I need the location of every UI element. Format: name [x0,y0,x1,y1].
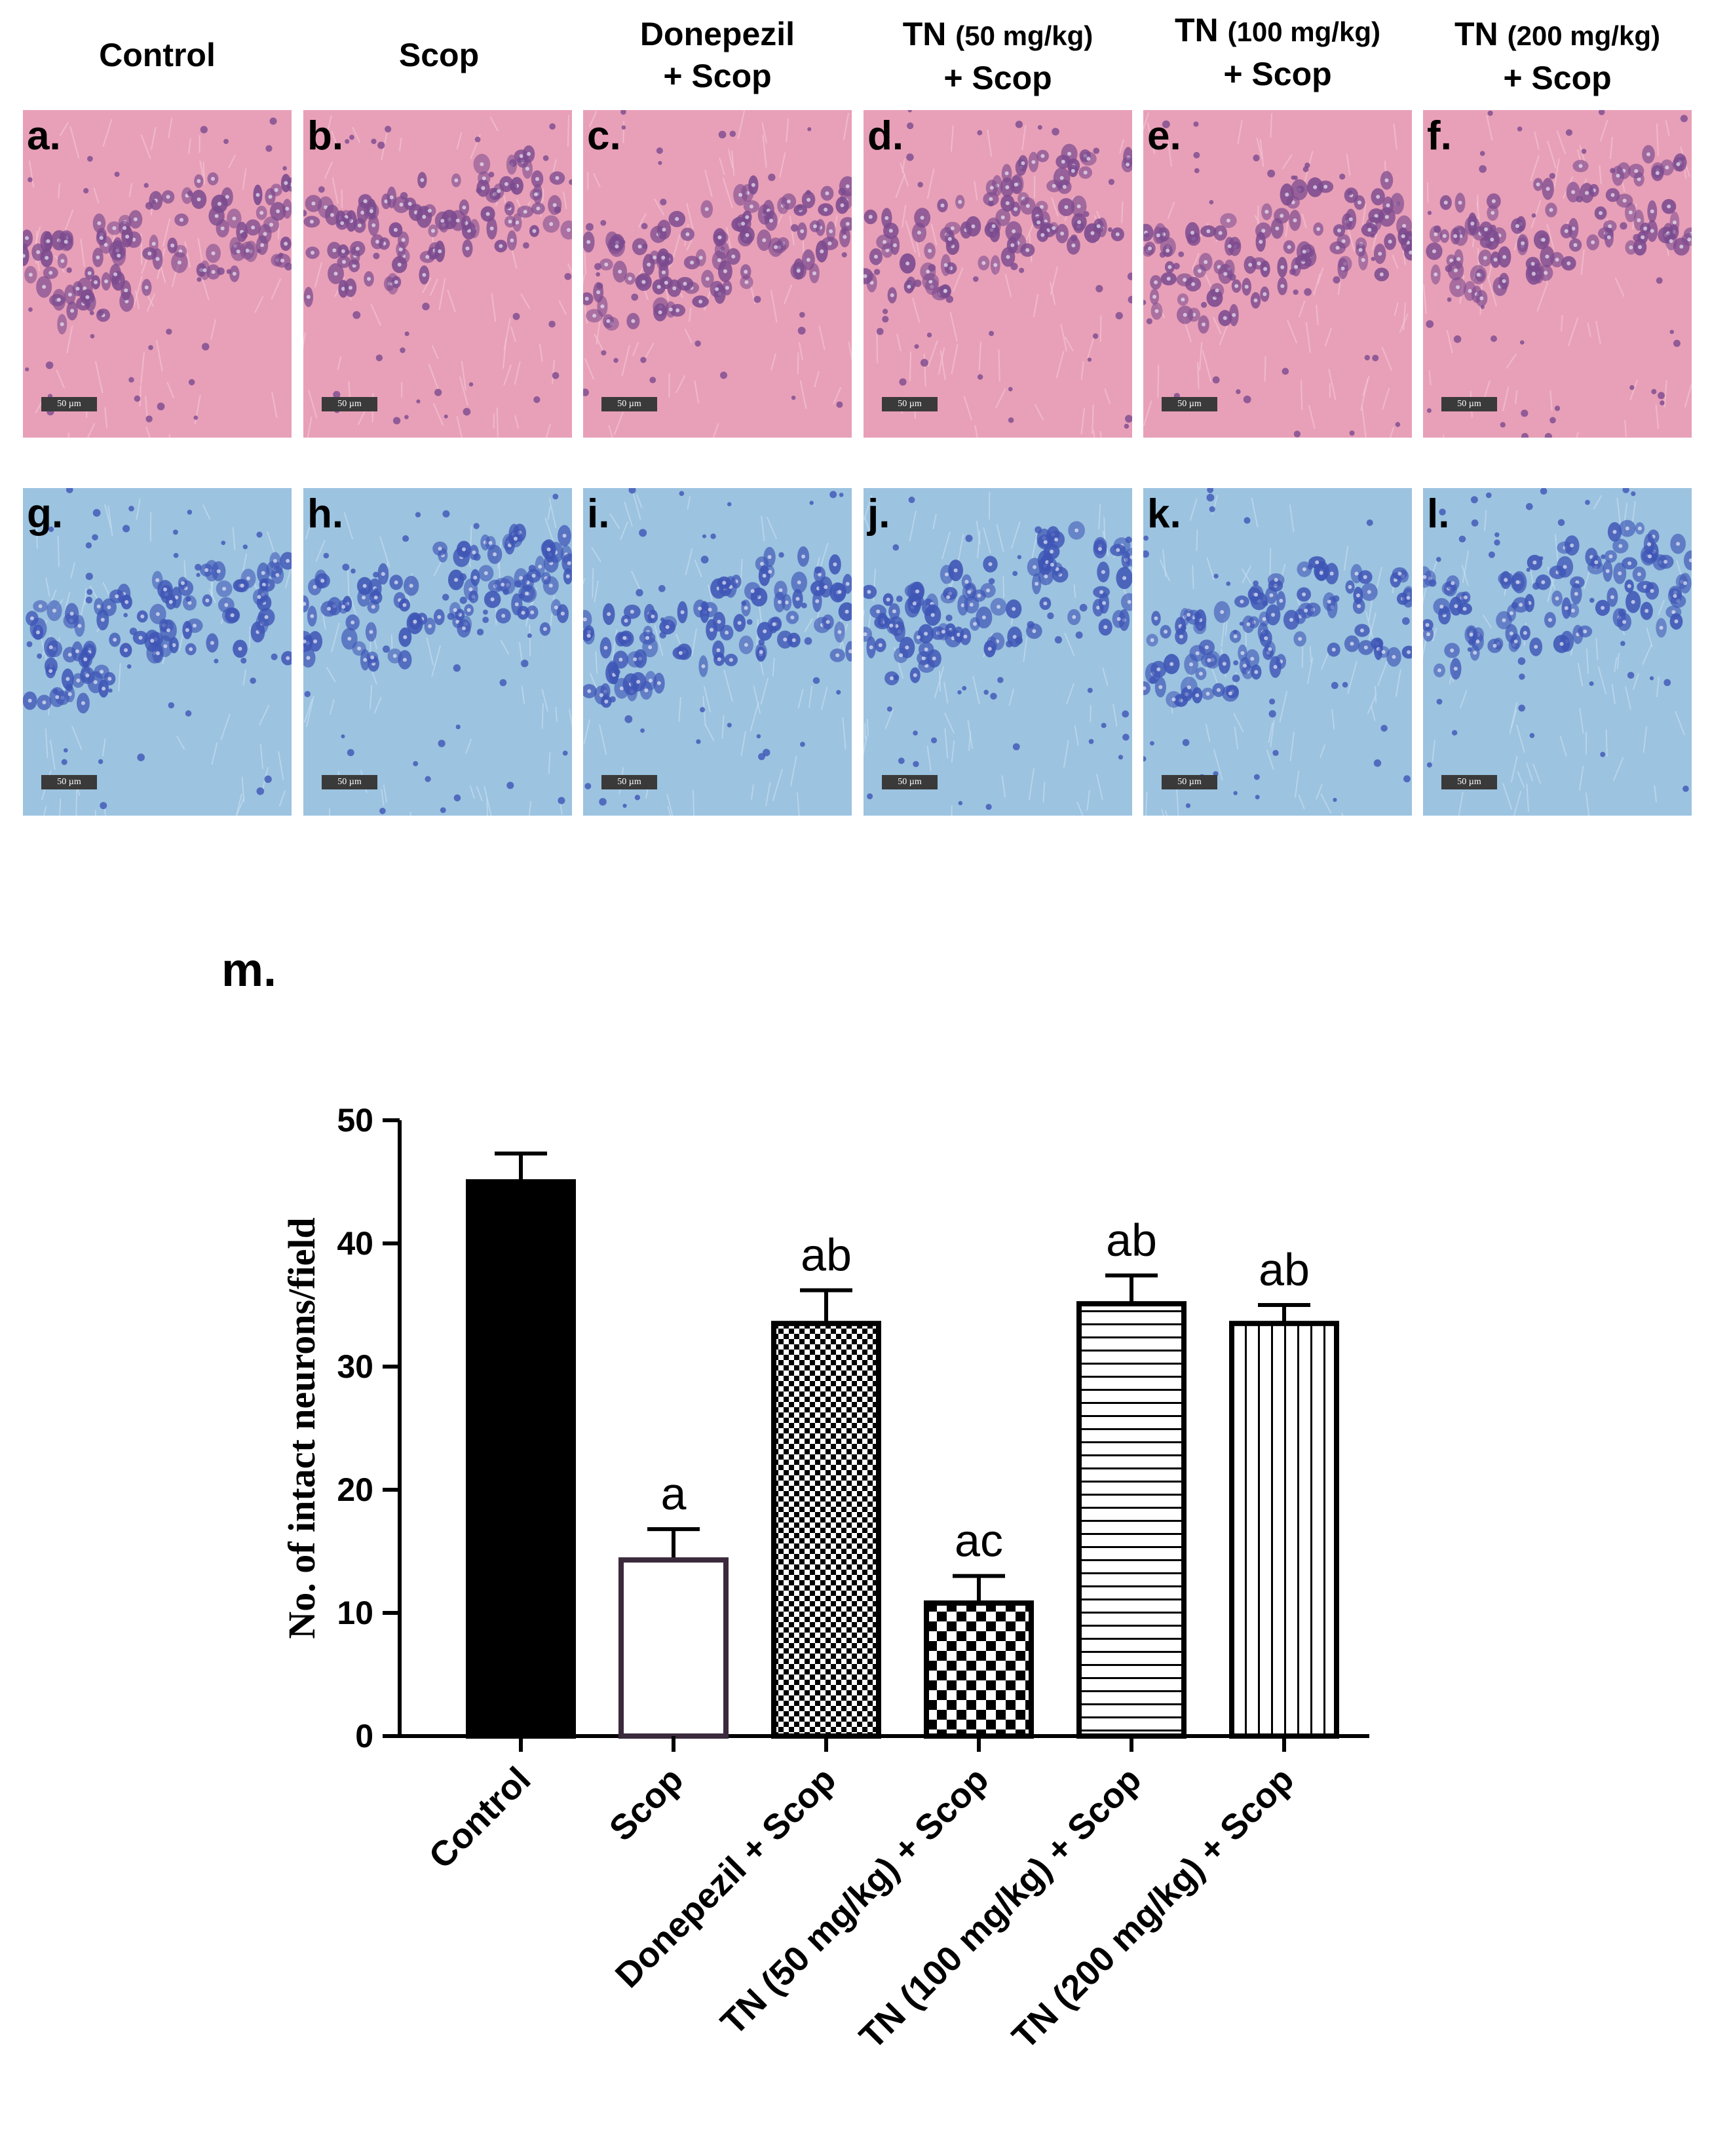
micrograph-panel-h: h. 50 µm [303,488,572,816]
bar-chart: 0 10 20 30 40 50 No. of intact neurons/field Co… [280,1102,1369,2056]
x-category-label: Control [421,1760,538,1876]
panel-letter: k. [1147,491,1181,537]
micrograph-image [23,488,292,816]
panel-letter: c. [587,113,621,159]
micrograph-panel-f: f. 50 µm [1423,110,1692,438]
y-tick-label: 10 [337,1595,373,1631]
y-tick-label: 40 [337,1225,373,1262]
scale-bar: 50 µm [41,775,97,789]
column-title-donepezil: Donepezil + Scop [639,16,795,94]
micrograph-image [1423,488,1692,816]
significance-label: ab [1106,1215,1157,1266]
scale-bar: 50 µm [322,775,377,789]
panel-letter: h. [307,491,344,537]
micrograph-panel-k: k. 50 µm [1143,488,1412,816]
title-tn-text: TN [1454,16,1498,52]
scale-bar: 50 µm [1162,397,1217,411]
micrograph-panel-d: d. 50 µm [864,110,1132,438]
micrograph-image [864,488,1132,816]
micrograph-image [303,488,572,816]
significance-label: ab [801,1229,852,1280]
scale-bar: 50 µm [601,775,657,789]
column-title-tn100: TN (100 mg/kg) + Scop [1175,12,1380,92]
x-category-label: Scop [602,1760,691,1849]
micrograph-image [303,110,572,438]
panel-letter: b. [307,113,344,159]
title-dose-text: (50 mg/kg) [955,20,1093,51]
y-tick-label: 0 [355,1718,373,1754]
scale-bar: 50 µm [1441,397,1497,411]
micrograph-image [583,110,852,438]
y-tick-label: 30 [337,1348,373,1385]
panel-letter: a. [27,113,61,159]
title-dose-text: (100 mg/kg) [1227,16,1380,47]
chart-panel-label: m. [221,944,277,996]
panel-letter: e. [1147,113,1181,159]
micrograph-image [864,110,1132,438]
column-title-tn50: TN (50 mg/kg) + Scop [902,16,1093,96]
bar-4 [1076,1301,1187,1739]
significance-label: ab [1259,1244,1310,1295]
title-tn-text: TN [1175,12,1219,48]
micrograph-image [23,110,292,438]
scale-bar: 50 µm [601,397,657,411]
scale-bar: 50 µm [882,397,938,411]
micrograph-panel-g: g. 50 µm [23,488,292,816]
scale-bar: 50 µm [1162,775,1217,789]
micrograph-image [1423,110,1692,438]
bar-3 [924,1600,1034,1739]
column-title-tn200: TN (200 mg/kg) + Scop [1454,16,1660,96]
panel-letter: i. [587,491,610,537]
column-title-control: Control [99,37,216,73]
panel-letter: f. [1427,113,1452,159]
x-category-label: TN (100 mg/kg) + Scop [852,1760,1149,2056]
y-axis-title: No. of intact neurons/field [280,1217,323,1638]
panel-letter: l. [1427,491,1450,537]
x-category-label: TN (200 mg/kg) + Scop [1004,1760,1301,2056]
scale-bar: 50 µm [322,397,377,411]
bar-2 [771,1321,881,1739]
scale-bar: 50 µm [1441,775,1497,789]
x-category-label: TN (50 mg/kg) + Scop [713,1760,997,2043]
micrograph-image [583,488,852,816]
column-title-scop: Scop [398,37,480,73]
micrograph-panel-a: a. 50 µm [23,110,292,438]
y-tick-label: 50 [337,1102,373,1139]
bar-5 [1229,1321,1339,1739]
micrograph-panel-b: b. 50 µm [303,110,572,438]
title-dose-text: (200 mg/kg) [1507,20,1660,51]
panel-letter: d. [867,113,904,159]
y-tick-label: 20 [337,1471,373,1508]
micrograph-panel-j: j. 50 µm [864,488,1132,816]
title-tn-text: TN [902,16,947,52]
scale-bar: 50 µm [882,775,938,789]
micrograph-panel-e: e. 50 µm [1143,110,1412,438]
scale-bar: 50 µm [41,397,97,411]
significance-label: a [661,1468,687,1519]
bar-0 [466,1179,576,1739]
micrograph-panel-l: l. 50 µm [1423,488,1692,816]
micrograph-panel-c: c. 50 µm [583,110,852,438]
micrograph-panel-i: i. 50 µm [583,488,852,816]
micrograph-image [1143,110,1412,438]
significance-label: ac [955,1515,1003,1566]
micrograph-image [1143,488,1412,816]
panel-letter: j. [867,491,890,537]
panel-letter: g. [27,491,64,537]
bar-1 [618,1557,729,1739]
